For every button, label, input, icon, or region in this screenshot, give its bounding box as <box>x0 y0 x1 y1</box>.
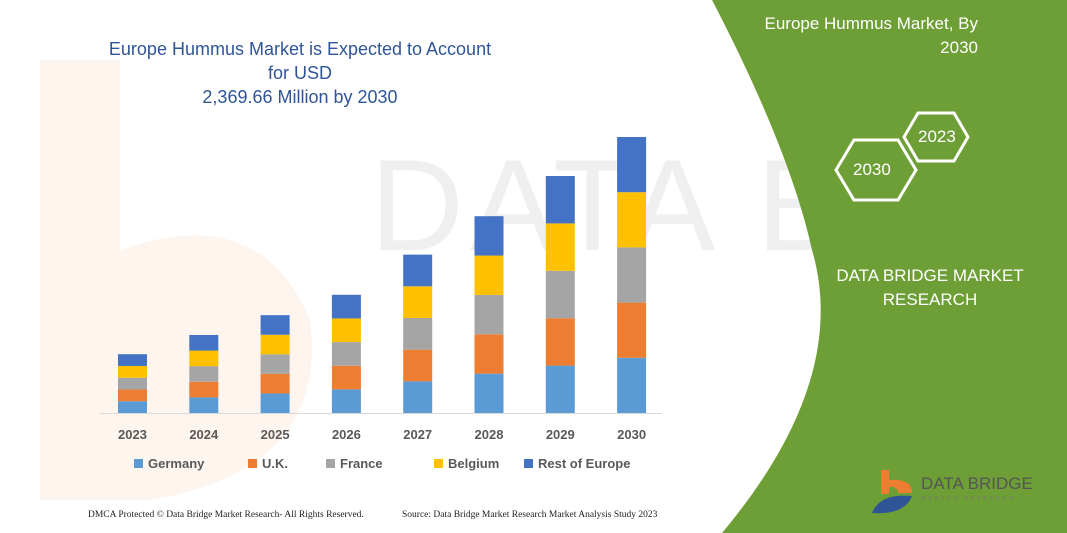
bar-segment-belgium-2029 <box>545 223 575 271</box>
x-tick-label: 2030 <box>617 427 646 442</box>
x-tick-label: 2026 <box>332 427 361 442</box>
brand-name: DATA BRIDGE MARKET RESEARCH <box>820 264 1040 312</box>
legend-swatch <box>524 459 533 468</box>
hex-label-2023: 2023 <box>918 127 956 146</box>
bar-segment-u-k--2030 <box>617 302 647 358</box>
logo-subtext: MARKET RESEARCH <box>921 496 1016 502</box>
side-title-line-1: Europe Hummus Market, By <box>764 14 978 33</box>
x-tick-label: 2025 <box>261 427 290 442</box>
bar-segment-u-k--2026 <box>331 365 361 390</box>
bar-segment-france-2030 <box>617 247 647 303</box>
bar-segment-belgium-2026 <box>331 318 361 343</box>
bar-segment-rest-of-europe-2025 <box>260 315 290 335</box>
chart: 2023 2024 2025 2026 2027 2028 2029 2030 Germany U… <box>100 137 662 471</box>
bar-segment-rest-of-europe-2030 <box>617 137 647 193</box>
bar-segment-belgium-2027 <box>403 286 433 318</box>
bar-segment-germany-2025 <box>260 393 290 413</box>
legend-swatch <box>326 459 335 468</box>
side-title-line-2: 2030 <box>940 38 978 57</box>
x-tick-label: 2029 <box>546 427 575 442</box>
logo-text: DATA BRIDGE <box>921 474 1033 493</box>
bar-segment-germany-2026 <box>331 389 361 413</box>
brand-line-2: RESEARCH <box>882 290 978 309</box>
bar-segment-germany-2023 <box>118 401 147 413</box>
side-title: Europe Hummus Market, By 2030 <box>720 12 978 60</box>
bar-segment-france-2029 <box>545 270 575 319</box>
legend-swatch <box>134 459 143 468</box>
bar-segment-germany-2027 <box>403 381 433 413</box>
hexagon-2030 <box>834 138 918 202</box>
bar-segment-france-2023 <box>118 377 147 390</box>
bar-segment-rest-of-europe-2026 <box>331 294 361 319</box>
x-tick-label: 2028 <box>475 427 504 442</box>
bar-segment-france-2027 <box>403 317 433 350</box>
bar-segment-rest-of-europe-2029 <box>545 176 575 224</box>
side-panel-bg <box>712 0 1067 533</box>
bar-segment-france-2028 <box>474 294 504 335</box>
legend-label: Rest of Europe <box>538 456 630 471</box>
hex-label-2030: 2030 <box>853 160 891 179</box>
bar-segment-u-k--2025 <box>260 373 290 394</box>
legend-swatch <box>434 459 443 468</box>
bar-segment-belgium-2025 <box>260 334 290 355</box>
bar-segment-u-k--2023 <box>118 389 147 402</box>
bar-segment-belgium-2023 <box>118 365 147 378</box>
bar-segment-rest-of-europe-2024 <box>189 334 219 351</box>
bar-segment-belgium-2028 <box>474 255 504 295</box>
hexagon-2023 <box>902 111 970 163</box>
legend-label: Germany <box>148 456 205 471</box>
bar-segment-belgium-2024 <box>189 350 219 367</box>
bar-segment-u-k--2028 <box>474 334 504 374</box>
bar-segment-germany-2030 <box>617 357 647 413</box>
x-tick-label: 2023 <box>118 427 147 442</box>
bar-segment-u-k--2024 <box>189 381 219 398</box>
bar-segment-france-2026 <box>331 342 361 366</box>
bar-segment-rest-of-europe-2028 <box>474 216 504 256</box>
brand-line-1: DATA BRIDGE MARKET <box>836 266 1024 285</box>
legend-swatch <box>248 459 257 468</box>
bar-segment-germany-2029 <box>545 365 575 413</box>
bar-segment-germany-2028 <box>474 373 504 413</box>
title-line-1: Europe Hummus Market is Expected to Acco… <box>108 39 492 83</box>
bar-segment-france-2025 <box>260 354 290 374</box>
footer-source: Source: Data Bridge Market Research Mark… <box>402 510 658 520</box>
x-tick-label: 2027 <box>403 427 432 442</box>
chart-title: Europe Hummus Market is Expected to Acco… <box>100 37 500 109</box>
x-tick-label: 2024 <box>189 427 219 442</box>
bar-segment-germany-2024 <box>189 397 219 413</box>
legend-label: U.K. <box>262 456 288 471</box>
title-line-2: 2,369.66 Million by 2030 <box>202 87 398 107</box>
bar-segment-u-k--2029 <box>545 318 575 366</box>
legend-label: Belgium <box>448 456 499 471</box>
bar-segment-rest-of-europe-2027 <box>403 254 433 287</box>
footer-copyright: DMCA Protected © Data Bridge Market Rese… <box>88 510 364 520</box>
bar-segment-france-2024 <box>189 366 219 382</box>
bar-segment-rest-of-europe-2023 <box>118 354 147 366</box>
legend-label: France <box>340 456 383 471</box>
bar-segment-u-k--2027 <box>403 349 433 382</box>
logo-icon <box>872 470 912 514</box>
bar-segment-belgium-2030 <box>617 192 647 248</box>
